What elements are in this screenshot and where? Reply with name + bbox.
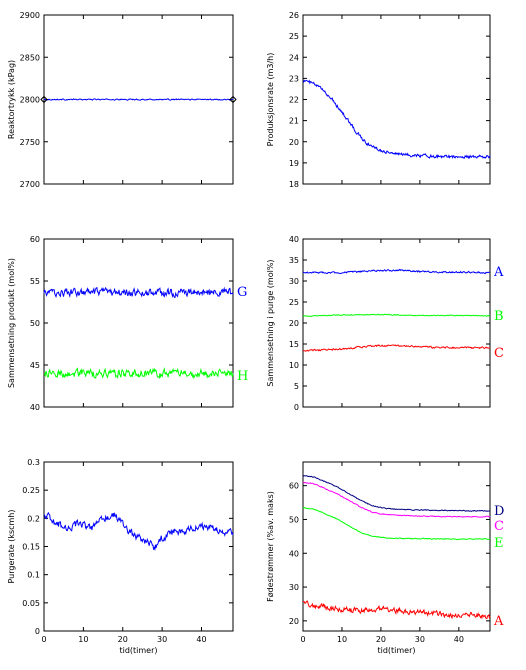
y-tick-label: 20 <box>289 319 299 328</box>
plot-area <box>43 461 234 632</box>
series-line-g <box>43 286 234 299</box>
y-tick-label: 0.05 <box>22 599 40 608</box>
chart-panel-3: 40 45 50 55 60 Sammensetning produkt (mol%) G H <box>7 235 248 412</box>
x-tick-label: 20 <box>376 635 386 644</box>
series-line-c <box>302 344 491 352</box>
y-tick-label: 2800 <box>20 96 40 105</box>
series-line <box>302 79 491 160</box>
series-tag-c: C <box>494 519 504 534</box>
y-tick-label: 2700 <box>20 180 40 189</box>
y-tick-label: 55 <box>30 277 40 286</box>
y-tick-label: 50 <box>30 319 40 328</box>
series-tag-a: A <box>493 265 504 280</box>
x-tick-label: 10 <box>78 635 88 644</box>
chart-panel-1: 2700 2750 2800 2850 2900 Reaktortrykk (kPag) <box>7 11 237 189</box>
series-tag-e: E <box>494 536 504 551</box>
series-line <box>44 98 233 101</box>
series-tag-b: B <box>494 309 504 324</box>
series-tag-d: D <box>494 504 504 519</box>
x-tick-label: 0 <box>41 635 46 644</box>
series-tag-a: A <box>493 614 504 629</box>
series-tag-h: H <box>237 369 248 384</box>
y-tick-label: 45 <box>30 361 40 370</box>
y-tick-label: 25 <box>289 298 299 307</box>
y-tick-label: 0 <box>294 403 299 412</box>
y-tick-label: 20 <box>289 617 299 626</box>
y-tick-label: 40 <box>289 235 299 244</box>
series-line-a <box>303 268 491 275</box>
y-tick-label: 5 <box>294 382 299 391</box>
plot-area <box>43 238 234 408</box>
y-tick-label: 0.3 <box>27 458 40 467</box>
x-tick-label: 10 <box>337 635 347 644</box>
y-axis-label: Fødestrømmer (%av. maks) <box>266 491 275 602</box>
y-axis-label: Produksjonsrate (m3/h) <box>266 53 275 147</box>
y-tick-label: 24 <box>289 53 299 62</box>
chart-panel-2: 18 19 20 21 22 23 24 25 26 Produksjonsrate (m3/h) <box>266 11 491 189</box>
x-axis-label: tid(timer) <box>377 646 415 655</box>
y-tick-label: 10 <box>289 361 299 370</box>
y-tick-label: 2900 <box>20 11 40 20</box>
y-tick-label: 20 <box>289 138 299 147</box>
y-tick-label: 18 <box>289 180 299 189</box>
y-tick-label: 0 <box>35 627 40 636</box>
y-tick-label: 35 <box>289 256 299 265</box>
series-line-c <box>302 481 491 518</box>
x-tick-label: 30 <box>157 635 167 644</box>
x-tick-label: 40 <box>454 635 464 644</box>
y-tick-label: 0.15 <box>22 543 40 552</box>
y-tick-label: 60 <box>30 235 40 244</box>
x-tick-label: 40 <box>196 635 206 644</box>
y-tick-label: 15 <box>289 340 299 349</box>
y-tick-label: 21 <box>289 117 299 126</box>
series-tag-g: G <box>237 285 247 300</box>
series-line-b <box>302 313 491 317</box>
y-axis-label: Purgerate (kscmh) <box>7 510 16 584</box>
y-tick-label: 30 <box>289 277 299 286</box>
x-axis-label: tid(timer) <box>119 646 157 655</box>
x-tick-label: 20 <box>118 635 128 644</box>
y-tick-label: 19 <box>289 159 299 168</box>
series-line-h <box>43 366 234 380</box>
y-tick-label: 0.1 <box>27 571 40 580</box>
y-axis-label: Sammensetning i purge (mol%) <box>266 259 275 386</box>
series-line-e <box>302 507 490 541</box>
y-tick-label: 26 <box>289 11 299 20</box>
series-line-d <box>302 475 490 512</box>
chart-panel-6: 20 30 40 50 60 0 10 20 30 40 tid(timer) Fødestrømme… <box>266 461 504 655</box>
y-tick-label: 60 <box>289 482 299 491</box>
y-tick-label: 0.25 <box>22 486 40 495</box>
series-line-a <box>302 600 491 620</box>
data-point-marker <box>40 95 48 104</box>
plot-area <box>302 238 491 408</box>
y-tick-label: 2850 <box>20 53 40 62</box>
y-tick-label: 22 <box>289 96 299 105</box>
x-tick-label: 30 <box>415 635 425 644</box>
y-tick-label: 0.2 <box>27 514 40 523</box>
y-axis-label: Reaktortrykk (kPag) <box>7 60 16 139</box>
chart-panel-5: 0 0.05 0.1 0.15 0.2 0.25 0.3 0 10 20 30 40 tid(timer… <box>7 458 234 655</box>
plot-area <box>302 461 491 632</box>
data-point-marker <box>229 95 237 104</box>
chart-panel-4: 0 5 10 15 20 25 30 35 40 Sammensetning i purge (m… <box>266 235 504 412</box>
y-tick-label: 50 <box>289 515 299 524</box>
y-tick-label: 23 <box>289 74 299 83</box>
y-tick-label: 40 <box>30 403 40 412</box>
y-tick-label: 30 <box>289 583 299 592</box>
y-tick-label: 2750 <box>20 138 40 147</box>
y-tick-label: 40 <box>289 549 299 558</box>
y-axis-label: Sammensetning produkt (mol%) <box>7 258 16 388</box>
series-tag-c: C <box>494 346 504 361</box>
y-tick-label: 25 <box>289 32 299 41</box>
x-tick-label: 0 <box>300 635 305 644</box>
series-line <box>43 511 234 552</box>
